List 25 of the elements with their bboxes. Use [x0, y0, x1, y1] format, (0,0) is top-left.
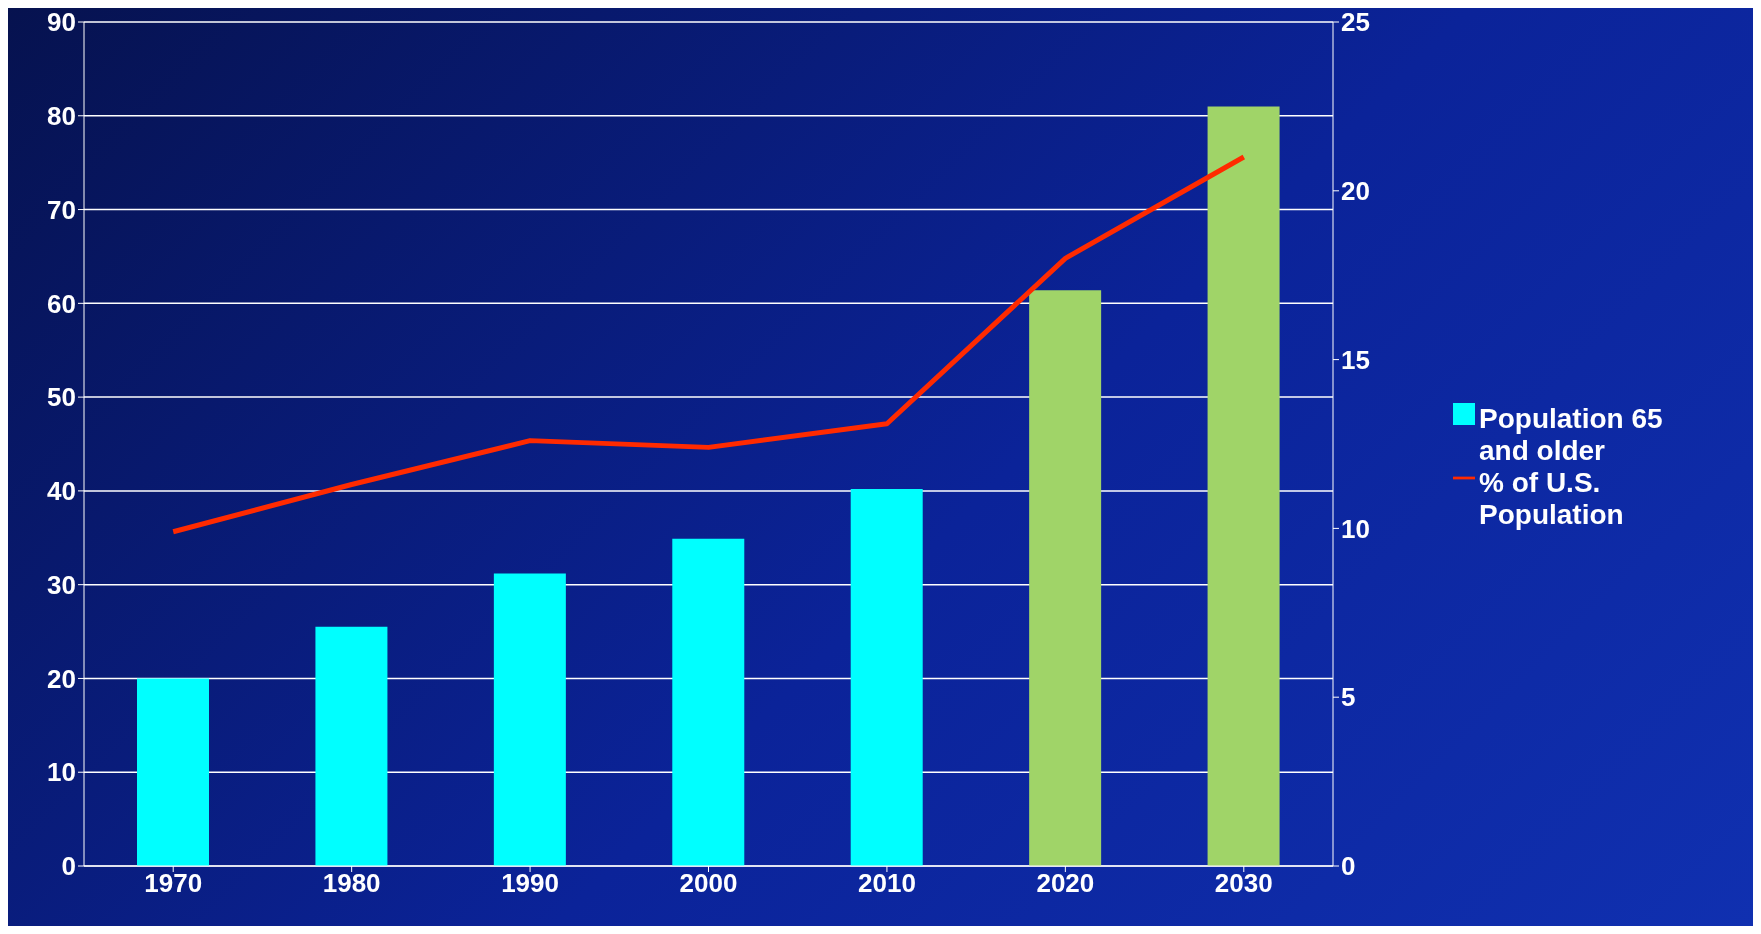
y2-tick-label: 25 — [1341, 7, 1370, 38]
y-tick-label: 60 — [47, 288, 76, 319]
y2-tick-label: 0 — [1341, 851, 1356, 882]
y2-tick-label: 15 — [1341, 344, 1370, 375]
y-tick-label: 40 — [47, 476, 76, 507]
x-tick-label: 2000 — [679, 868, 738, 899]
legend-label: % of U.S. Population — [1479, 467, 1625, 531]
x-tick-label: 2030 — [1214, 868, 1273, 899]
x-tick-label: 1990 — [501, 868, 559, 899]
x-tick-label: 2020 — [1036, 868, 1095, 899]
y-tick-label: 70 — [47, 194, 76, 225]
y2-tick-label: 20 — [1341, 176, 1370, 207]
y-tick-label: 0 — [61, 851, 76, 882]
y2-tick-label: 5 — [1341, 682, 1356, 713]
x-tick-label: 2010 — [858, 868, 916, 899]
y-tick-label: 80 — [47, 101, 76, 132]
y2-tick-label: 10 — [1341, 513, 1370, 544]
x-tick-label: 1980 — [322, 868, 381, 899]
y-tick-label: 90 — [47, 7, 76, 38]
legend-label: Population 65 and older — [1479, 403, 1664, 467]
y-tick-label: 10 — [47, 757, 76, 788]
y-tick-label: 30 — [47, 569, 76, 600]
x-tick-label: 1970 — [144, 868, 203, 899]
y-tick-label: 50 — [47, 382, 76, 413]
y-tick-label: 20 — [47, 663, 76, 694]
